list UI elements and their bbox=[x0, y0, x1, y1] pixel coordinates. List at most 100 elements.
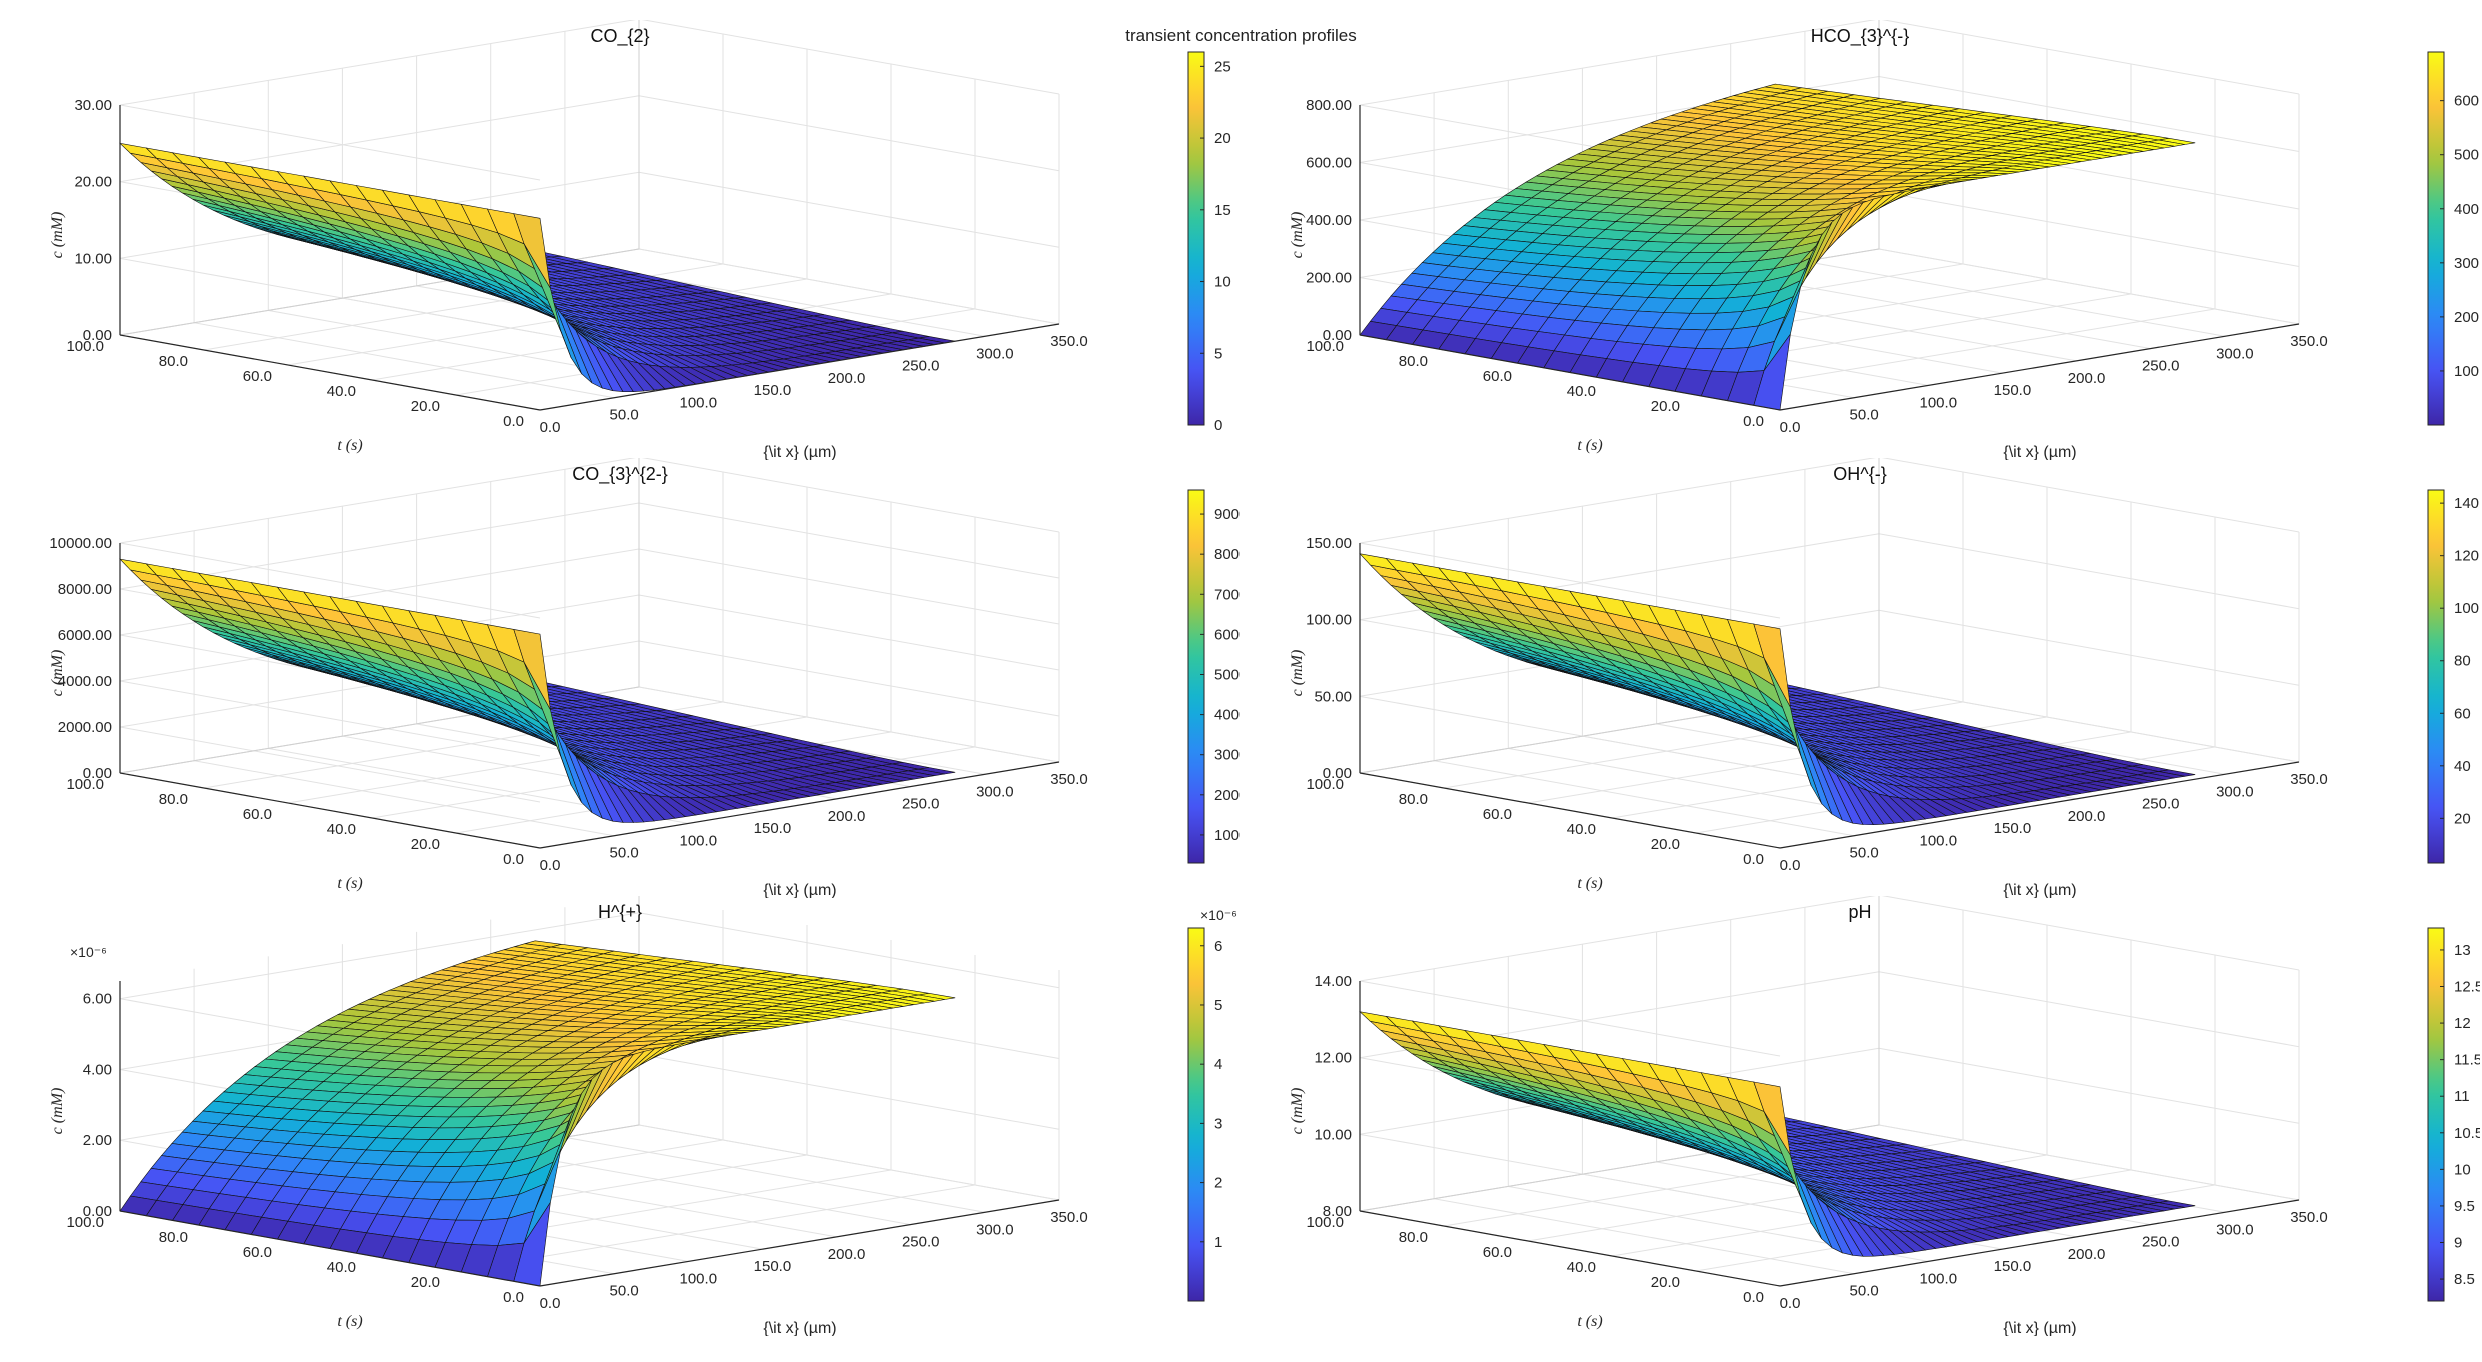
x-tick-label: 200.0 bbox=[828, 808, 866, 825]
y-axis-label: t (s) bbox=[1577, 1313, 1602, 1330]
x-tick-label: 300.0 bbox=[2216, 1221, 2254, 1238]
x-tick-label: 150.0 bbox=[754, 382, 792, 399]
x-tick-label: 150.0 bbox=[754, 1258, 792, 1275]
z-tick-label: 30.00 bbox=[74, 97, 112, 114]
x-tick-label: 50.0 bbox=[610, 1283, 639, 1300]
subplot-title: H^{+} bbox=[598, 902, 642, 922]
z-tick-label: 2.00 bbox=[83, 1132, 112, 1149]
y-tick-label: 80.0 bbox=[159, 791, 188, 808]
x-tick-label: 200.0 bbox=[828, 1246, 866, 1263]
x-tick-label: 150.0 bbox=[1994, 382, 2032, 399]
x-tick-label: 0.0 bbox=[1780, 857, 1801, 874]
subplot-2: 0.0 50.0 100.0 150.0 200.0 250.0 300.0 350.0 0.0… bbox=[49, 458, 1240, 898]
colorbar-tick-label: 8.5 bbox=[2454, 1271, 2475, 1288]
z-multiplier: ×10⁻⁶ bbox=[70, 944, 107, 960]
z-tick-label: 8.00 bbox=[1323, 1203, 1352, 1220]
x-tick-label: 50.0 bbox=[1850, 407, 1879, 424]
z-tick-label: 12.00 bbox=[1314, 1050, 1352, 1067]
x-axis-label: {\it x} (µm) bbox=[2003, 1320, 2076, 1336]
z-tick-label: 20.00 bbox=[74, 174, 112, 191]
y-tick-label: 60.0 bbox=[1483, 806, 1512, 823]
subplot-title: CO_{2} bbox=[590, 26, 649, 47]
colorbar-tick-label: 9.5 bbox=[2454, 1198, 2475, 1215]
x-tick-label: 350.0 bbox=[2290, 1209, 2328, 1226]
y-tick-label: 20.0 bbox=[1651, 1274, 1680, 1291]
y-tick-label: 100.0 bbox=[1306, 776, 1344, 793]
y-tick-label: 80.0 bbox=[1399, 353, 1428, 370]
subplot-title: HCO_{3}^{-} bbox=[1811, 26, 1910, 47]
colorbar-tick-label: 300 bbox=[2454, 255, 2479, 272]
x-tick-label: 250.0 bbox=[2142, 1234, 2180, 1251]
z-tick-label: 150.00 bbox=[1306, 535, 1352, 552]
z-tick-label: 100.00 bbox=[1306, 612, 1352, 629]
x-axis-label: {\it x} (µm) bbox=[763, 1320, 836, 1336]
colorbar-tick-label: 140 bbox=[2454, 495, 2479, 512]
x-axis-label: {\it x} (µm) bbox=[2003, 444, 2076, 460]
colorbar-tick-label: 600 bbox=[2454, 93, 2479, 110]
z-tick-label: 6000.00 bbox=[58, 627, 112, 644]
colorbar-tick-label: 11 bbox=[2454, 1088, 2470, 1105]
y-tick-label: 80.0 bbox=[159, 1229, 188, 1246]
y-tick-label: 80.0 bbox=[159, 353, 188, 370]
colorbar-tick-label: 3 bbox=[1214, 1115, 1222, 1132]
z-axis-label: c (mM) bbox=[49, 212, 66, 259]
colorbar: 100 200 300 400 500 600 bbox=[2427, 51, 2479, 426]
colorbar-tick-label: 200 bbox=[2454, 309, 2479, 326]
colorbar-tick-label: 1000 bbox=[1214, 827, 1240, 844]
z-tick-label: 8000.00 bbox=[58, 581, 112, 598]
z-tick-label: 0.00 bbox=[83, 327, 112, 344]
colorbar: 1 2 3 4 5 6 ×10⁻⁶ bbox=[1187, 907, 1237, 1302]
surface-mesh bbox=[1359, 1011, 2196, 1257]
y-tick-label: 100.0 bbox=[1306, 338, 1344, 355]
z-tick-label: 6.00 bbox=[83, 991, 112, 1008]
colorbar-tick-label: 40 bbox=[2454, 758, 2471, 775]
colorbar-tick-label: 25 bbox=[1214, 58, 1231, 75]
subplot-4: 0.050.0100.0150.0200.0250.0300.0350.00.0… bbox=[49, 896, 1237, 1336]
colorbar-tick-label: 20 bbox=[2454, 810, 2471, 827]
x-tick-label: 0.0 bbox=[540, 857, 561, 874]
axes-lines bbox=[1359, 981, 2300, 1287]
x-tick-label: 200.0 bbox=[2068, 1246, 2106, 1263]
x-tick-label: 100.0 bbox=[1920, 394, 1958, 411]
z-tick-label: 10000.00 bbox=[49, 535, 112, 552]
surface-mesh bbox=[1359, 553, 2196, 826]
y-tick-label: 20.0 bbox=[411, 398, 440, 415]
x-tick-label: 250.0 bbox=[902, 796, 940, 813]
colorbar-tick-label: 3000 bbox=[1214, 747, 1240, 764]
x-tick-label: 250.0 bbox=[2142, 796, 2180, 813]
colorbar-tick-label: 5 bbox=[1214, 997, 1222, 1014]
z-axis-label: c (mM) bbox=[49, 650, 66, 697]
y-tick-label: 40.0 bbox=[1567, 383, 1596, 400]
z-tick-label: 50.00 bbox=[1314, 688, 1352, 705]
y-tick-label: 40.0 bbox=[327, 1259, 356, 1276]
y-tick-label: 0.0 bbox=[503, 851, 524, 868]
x-tick-label: 150.0 bbox=[1994, 820, 2032, 837]
figure-title: transient concentration profiles bbox=[1125, 26, 1357, 45]
x-tick-label: 100.0 bbox=[680, 394, 718, 411]
axes-lines bbox=[119, 105, 1060, 411]
x-tick-label: 100.0 bbox=[680, 832, 718, 849]
z-tick-label: 10.00 bbox=[1314, 1126, 1352, 1143]
x-tick-label: 100.0 bbox=[1920, 1270, 1958, 1287]
x-tick-label: 350.0 bbox=[1050, 771, 1088, 788]
x-axis-label: {\it x} (µm) bbox=[763, 444, 836, 460]
colorbar-tick-label: 6000 bbox=[1214, 626, 1240, 643]
subplot-title: CO_{3}^{2-} bbox=[572, 464, 668, 485]
z-tick-label: 0.00 bbox=[83, 765, 112, 782]
y-tick-label: 20.0 bbox=[1651, 836, 1680, 853]
x-tick-label: 0.0 bbox=[540, 1295, 561, 1312]
y-axis-label: t (s) bbox=[337, 437, 362, 454]
y-tick-label: 20.0 bbox=[411, 1274, 440, 1291]
x-tick-label: 100.0 bbox=[1920, 832, 1958, 849]
z-axis-label: c (mM) bbox=[49, 1088, 66, 1135]
x-tick-label: 200.0 bbox=[2068, 370, 2106, 387]
colorbar-tick-label: 100 bbox=[2454, 600, 2479, 617]
y-tick-label: 40.0 bbox=[1567, 821, 1596, 838]
colorbar-tick-label: 10 bbox=[1214, 274, 1231, 291]
y-tick-label: 100.0 bbox=[66, 338, 104, 355]
z-axis-label: c (mM) bbox=[1289, 650, 1306, 697]
colorbar-tick-label: 400 bbox=[2454, 201, 2479, 218]
x-tick-label: 50.0 bbox=[610, 845, 639, 862]
x-tick-label: 50.0 bbox=[610, 407, 639, 424]
